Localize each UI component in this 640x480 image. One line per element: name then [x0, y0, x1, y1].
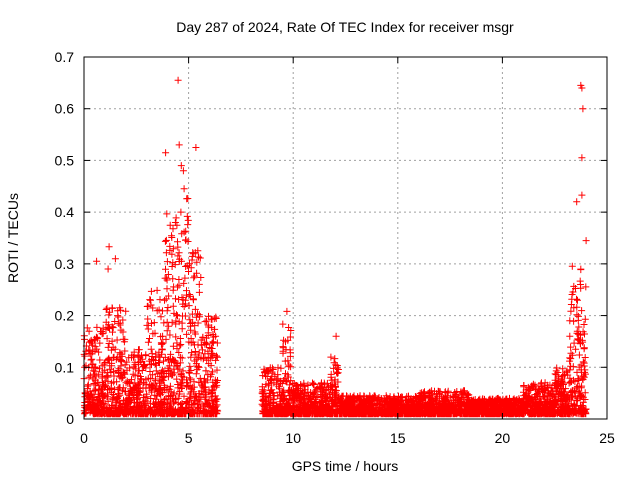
grid: [84, 57, 607, 419]
y-tick-label: 0.2: [55, 308, 75, 324]
x-tick-label: 10: [285, 430, 301, 446]
x-tick-label: 5: [185, 430, 193, 446]
plot-frame: [83, 56, 608, 420]
y-tick-label: 0.4: [55, 204, 75, 220]
y-tick-label: 0: [66, 411, 74, 427]
axis-ticks: 0 5 10 15 20 25 0 0.1 0.2 0.3 0.4 0.5 0.6 0.7: [55, 49, 615, 446]
x-axis-label: GPS time / hours: [292, 458, 399, 474]
x-tick-label: 15: [390, 430, 406, 446]
chart-title: Day 287 of 2024, Rate Of TEC Index for r…: [176, 19, 514, 35]
data-points: [80, 76, 590, 418]
roti-data-markers: [80, 76, 590, 418]
x-tick-label: 0: [80, 430, 88, 446]
x-tick-label: 20: [495, 430, 511, 446]
y-tick-label: 0.5: [55, 152, 75, 168]
y-tick-label: 0.6: [55, 101, 75, 117]
x-tick-label: 25: [599, 430, 615, 446]
y-tick-label: 0.3: [55, 256, 75, 272]
y-tick-label: 0.1: [55, 359, 75, 375]
y-axis-label: ROTI / TECUs: [5, 193, 21, 283]
y-tick-label: 0.7: [55, 49, 75, 65]
